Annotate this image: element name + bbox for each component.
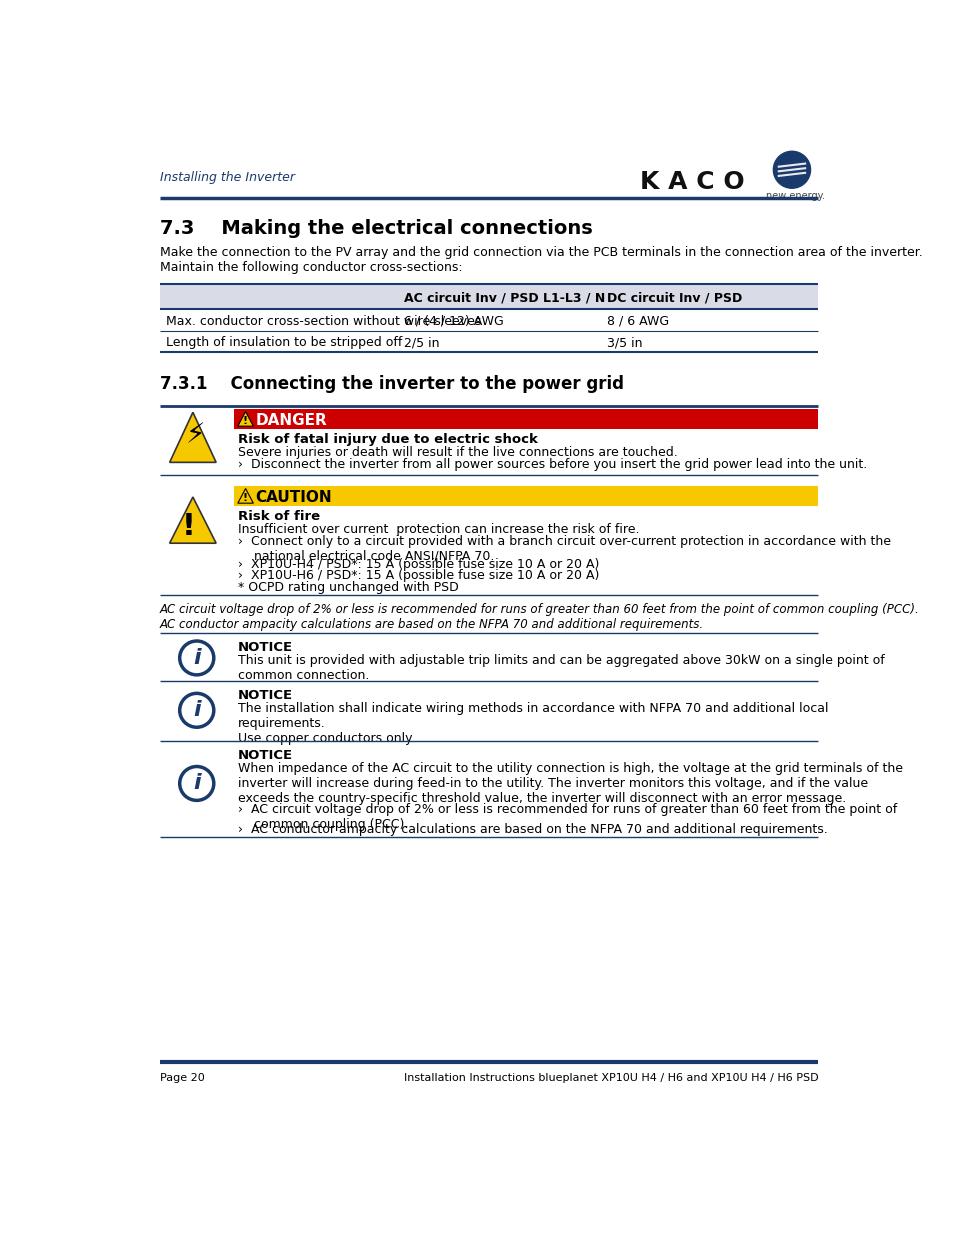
Text: 3/5 in: 3/5 in [607, 336, 642, 350]
Text: This unit is provided with adjustable trip limits and can be aggregated above 30: This unit is provided with adjustable tr… [237, 655, 883, 682]
Bar [233, 409, 818, 430]
Text: 8 / 6 AWG: 8 / 6 AWG [607, 315, 669, 327]
Text: i: i [193, 700, 200, 720]
Polygon shape [170, 412, 216, 462]
Text: Insufficient over current  protection can increase the risk of fire.: Insufficient over current protection can… [237, 524, 639, 536]
Text: Make the connection to the PV array and the grid connection via the PCB terminal: Make the connection to the PV array and … [159, 246, 922, 274]
Text: 6 / (4 / 12) AWG: 6 / (4 / 12) AWG [404, 315, 504, 327]
Text: Installation Instructions blueplanet XP10U H4 / H6 and XP10U H4 / H6 PSD: Installation Instructions blueplanet XP1… [403, 1073, 818, 1083]
Text: Length of insulation to be stripped off: Length of insulation to be stripped off [166, 336, 402, 350]
Text: !: ! [182, 511, 195, 541]
Text: NOTICE: NOTICE [237, 641, 293, 655]
Text: K A C O: K A C O [639, 169, 744, 194]
Text: NOTICE: NOTICE [237, 689, 293, 701]
Text: NOTICE: NOTICE [237, 748, 293, 762]
Text: Page 20: Page 20 [159, 1073, 204, 1083]
Text: !: ! [243, 416, 248, 426]
Text: ⚡: ⚡ [186, 421, 205, 450]
Text: !: ! [243, 493, 248, 503]
Text: CAUTION: CAUTION [255, 490, 332, 505]
Text: ›  XP10U-H4 / PSD*: 15 A (possible fuse size 10 A or 20 A): › XP10U-H4 / PSD*: 15 A (possible fuse s… [237, 558, 598, 571]
Text: AC circuit voltage drop of 2% or less is recommended for runs of greater than 60: AC circuit voltage drop of 2% or less is… [159, 603, 919, 631]
Text: ›  AC circuit voltage drop of 2% or less is recommended for runs of greater than: › AC circuit voltage drop of 2% or less … [237, 803, 896, 831]
Text: new energy.: new energy. [765, 191, 824, 201]
Text: 7.3    Making the electrical connections: 7.3 Making the electrical connections [159, 219, 592, 238]
Text: AC circuit Inv / PSD L1-L3 / N: AC circuit Inv / PSD L1-L3 / N [404, 291, 605, 304]
Text: Risk of fatal injury due to electric shock: Risk of fatal injury due to electric sho… [237, 433, 537, 446]
Bar [159, 284, 818, 309]
Text: 7.3.1    Connecting the inverter to the power grid: 7.3.1 Connecting the inverter to the pow… [159, 375, 623, 394]
Text: ›  Disconnect the inverter from all power sources before you insert the grid pow: › Disconnect the inverter from all power… [237, 458, 866, 471]
Text: Severe injuries or death will result if the live connections are touched.: Severe injuries or death will result if … [237, 446, 677, 459]
Text: i: i [193, 648, 200, 668]
Text: ›  XP10U-H6 / PSD*: 15 A (possible fuse size 10 A or 20 A): › XP10U-H6 / PSD*: 15 A (possible fuse s… [237, 569, 598, 583]
Polygon shape [237, 411, 253, 426]
Polygon shape [237, 489, 253, 503]
Text: Risk of fire: Risk of fire [237, 510, 319, 524]
Bar [233, 487, 818, 506]
Text: ›  AC conductor ampacity calculations are based on the NFPA 70 and additional re: › AC conductor ampacity calculations are… [237, 824, 826, 836]
Text: DC circuit Inv / PSD: DC circuit Inv / PSD [607, 291, 742, 304]
Text: 2/5 in: 2/5 in [404, 336, 439, 350]
Text: i: i [193, 773, 200, 793]
Circle shape [773, 151, 810, 188]
Text: Installing the Inverter: Installing the Inverter [159, 172, 294, 184]
Text: DANGER: DANGER [255, 412, 327, 429]
Text: Max. conductor cross-section without wire sleeves: Max. conductor cross-section without wir… [166, 315, 480, 327]
Text: ›  Connect only to a circuit provided with a branch circuit over-current protect: › Connect only to a circuit provided wit… [237, 535, 890, 563]
Text: When impedance of the AC circuit to the utility connection is high, the voltage : When impedance of the AC circuit to the … [237, 762, 902, 805]
Text: * OCPD rating unchanged with PSD: * OCPD rating unchanged with PSD [237, 580, 458, 594]
Text: The installation shall indicate wiring methods in accordance with NFPA 70 and ad: The installation shall indicate wiring m… [237, 701, 827, 745]
Polygon shape [170, 496, 216, 543]
